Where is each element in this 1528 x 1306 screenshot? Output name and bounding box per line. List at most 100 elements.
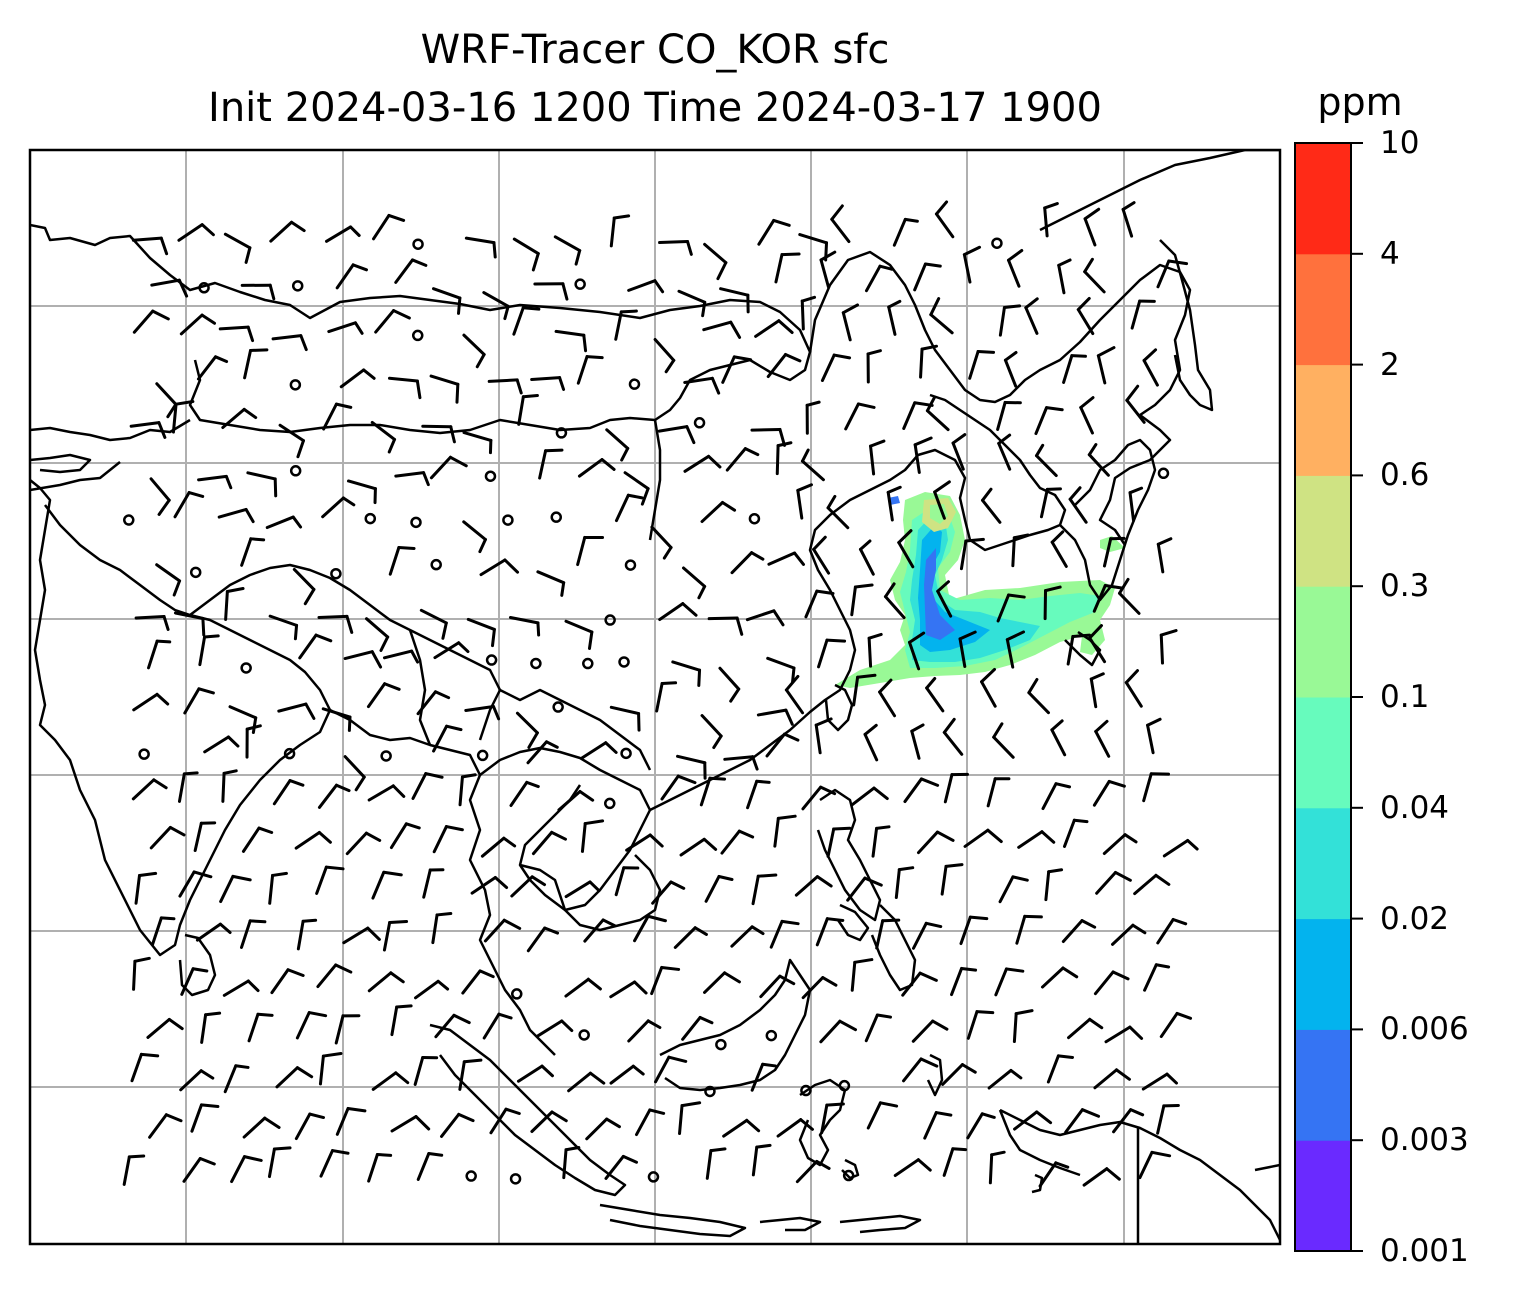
wind-barb (240, 283, 276, 301)
wind-calm-circle (411, 329, 424, 342)
wind-barb (929, 297, 954, 335)
wind-barb (917, 830, 955, 855)
coastline-segment (998, 1109, 1081, 1177)
wind-barb (177, 771, 199, 803)
wind-barb (462, 520, 487, 554)
wind-barb (703, 971, 741, 994)
wind-barb (902, 1057, 939, 1083)
colorbar-tick-label: 10 (1380, 125, 1420, 161)
wind-barb (901, 971, 938, 997)
colorbar-ticks (1351, 142, 1363, 1252)
wind-barb (239, 919, 267, 949)
wind-barb (908, 631, 926, 671)
coastline-segment (816, 788, 882, 922)
wind-barb (554, 329, 588, 353)
wind-barb (942, 1147, 968, 1177)
wind-barb (987, 1068, 1023, 1090)
wind-barb (464, 236, 497, 259)
wind-barb (968, 350, 996, 380)
wind-barb (966, 1112, 996, 1140)
wind-barb (479, 558, 520, 577)
wind-barb (277, 702, 316, 720)
wind-barb (1064, 1108, 1101, 1134)
wind-barb (173, 611, 206, 637)
wind-barb (131, 778, 168, 801)
wind-barb (773, 814, 797, 848)
wind-barb (951, 433, 967, 471)
wind-barb (794, 875, 833, 897)
wind-barb (482, 1012, 513, 1040)
wind-barb (992, 722, 1015, 759)
wind-barb (1015, 914, 1043, 945)
colorbar-swatch (1295, 807, 1351, 920)
wind-barb (897, 529, 915, 569)
wind-barb (327, 321, 364, 335)
wind-calm-circle (618, 656, 630, 668)
map-frame (28, 148, 1282, 1246)
wind-calm-circle (1157, 467, 1170, 480)
wind-barb (678, 1101, 702, 1136)
wind-barb (627, 279, 665, 294)
wind-barb (775, 441, 793, 476)
wind-barb (433, 641, 470, 660)
wind-calm-circle (410, 516, 422, 529)
wind-barb (173, 491, 205, 519)
wind-barb (132, 692, 170, 712)
wind-calm-circle (240, 662, 252, 674)
wind-barb (585, 1117, 621, 1141)
wind-barb (315, 865, 345, 895)
wind-barb (278, 423, 305, 459)
coastline-segment (499, 688, 652, 771)
wind-barb (1067, 1017, 1104, 1040)
wind-barb (913, 262, 942, 292)
wind-barb (751, 873, 778, 906)
coastlines (30, 150, 1280, 1244)
coastline-segment (1064, 630, 1102, 667)
wind-barb (197, 474, 233, 490)
wind-barb (745, 609, 785, 627)
wind-barb (538, 448, 564, 480)
wind-barb (193, 821, 217, 853)
wind-barb (998, 875, 1029, 904)
wind-barb (892, 217, 919, 247)
wind-barb (130, 1052, 160, 1083)
wind-barb (458, 1058, 483, 1091)
wind-barb (346, 479, 377, 505)
wind-barb (1124, 669, 1143, 708)
wind-barb (345, 831, 382, 856)
wind-barb (653, 337, 676, 374)
wind-barb (707, 616, 744, 636)
wind-barb (864, 264, 894, 293)
wind-barb (721, 355, 753, 384)
wind-calm-circle (412, 238, 424, 250)
wind-barb (564, 880, 601, 899)
wind-calm-circle (715, 1038, 727, 1051)
wind-barb (1142, 772, 1171, 803)
wind-barb (1044, 868, 1064, 902)
wind-calm-circle (289, 465, 302, 477)
wind-barb (883, 582, 906, 620)
wind-barb (271, 334, 308, 352)
coastline-segment (519, 854, 662, 932)
wind-barb (1035, 443, 1058, 478)
wind-barb (1057, 258, 1072, 295)
wind-barb (718, 666, 741, 703)
wind-barb (431, 287, 462, 315)
wind-barb (219, 874, 252, 904)
wind-barb (182, 1157, 216, 1183)
wind-calm-circle (991, 237, 1003, 249)
wind-barb (887, 299, 902, 336)
wind-barb (416, 690, 451, 716)
wind-barb (627, 1019, 662, 1043)
wind-barb (863, 723, 879, 762)
wind-barb (683, 454, 722, 473)
wind-barb (317, 614, 354, 634)
wind-barb (414, 979, 450, 1000)
wind-barb (683, 376, 721, 395)
wind-barb (370, 420, 397, 454)
wind-barb (634, 1108, 666, 1137)
wind-barb (576, 355, 604, 385)
wind-barb (766, 353, 802, 379)
wind-barb (270, 968, 305, 995)
wind-barb (269, 220, 306, 243)
